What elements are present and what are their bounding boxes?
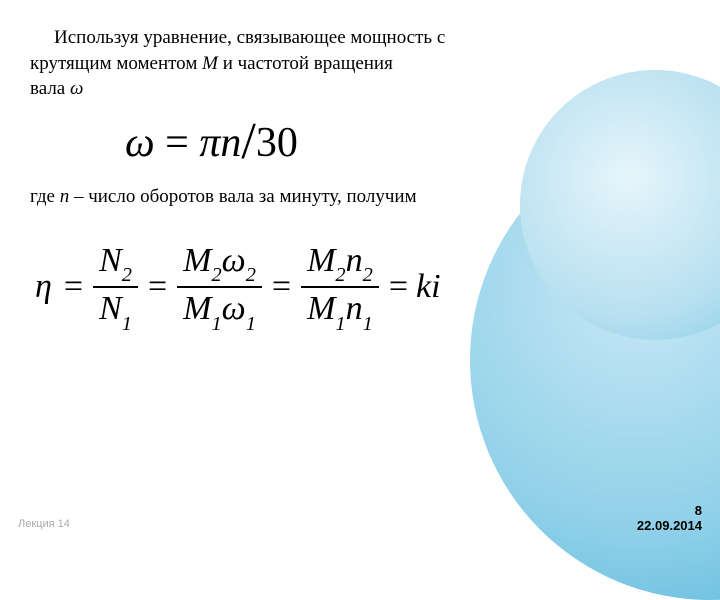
formula-eta: η = N2 N1 = M2ω2 M1ω1 = M2n2 M1n1 = ki (35, 240, 690, 334)
footer-page: 8 (637, 503, 702, 519)
f1-pi: π (199, 120, 220, 166)
intro-paragraph: Используя уравнение, связывающее мощност… (30, 25, 690, 102)
f2-eq2: = (148, 268, 167, 306)
f2-ki: ki (416, 268, 441, 306)
formula-omega: ω = πn/30 (125, 110, 690, 169)
f2-N1: N1 (93, 288, 138, 334)
intro-line1: Используя уравнение, связывающее мощност… (54, 27, 445, 48)
f2-N2: N2 (93, 240, 138, 286)
f2-frac-Mn: M2n2 M1n1 (301, 240, 379, 334)
intro-line2-prefix: крутящим моментом (30, 53, 202, 74)
f2-eq4: = (389, 268, 408, 306)
f2-M1w1: M1ω1 (177, 288, 262, 334)
intro-line3-prefix: вала (30, 78, 70, 99)
mid-prefix: где (30, 186, 60, 207)
footer-date: 22.09.2014 (637, 518, 702, 534)
f2-eq1: = (64, 268, 83, 306)
f2-frac-Momega: M2ω2 M1ω1 (177, 240, 262, 334)
intro-omega: ω (70, 78, 83, 99)
f1-eq: = (155, 120, 200, 166)
footer-lecture: Лекция 14 (18, 518, 70, 530)
middle-paragraph: где n – число оборотов вала за минуту, п… (30, 184, 690, 210)
f2-M2n2: M2n2 (301, 240, 379, 286)
f1-30: 30 (256, 120, 298, 166)
f1-omega: ω (125, 120, 155, 166)
mid-suffix: – число оборотов вала за минуту, получим (69, 186, 416, 207)
intro-line2-mid: и частотой вращения (218, 53, 393, 74)
f2-M1n1: M1n1 (301, 288, 379, 334)
f2-eq3: = (272, 268, 291, 306)
intro-M: M (202, 53, 218, 74)
f2-frac-N: N2 N1 (93, 240, 138, 334)
f2-M2w2: M2ω2 (177, 240, 262, 286)
mid-n: n (60, 186, 70, 207)
f2-eta: η (35, 268, 52, 306)
f1-slash: / (241, 113, 255, 170)
f1-n: n (220, 120, 241, 166)
footer-right: 8 22.09.2014 (637, 503, 702, 534)
slide-content: Используя уравнение, связывающее мощност… (0, 0, 720, 334)
